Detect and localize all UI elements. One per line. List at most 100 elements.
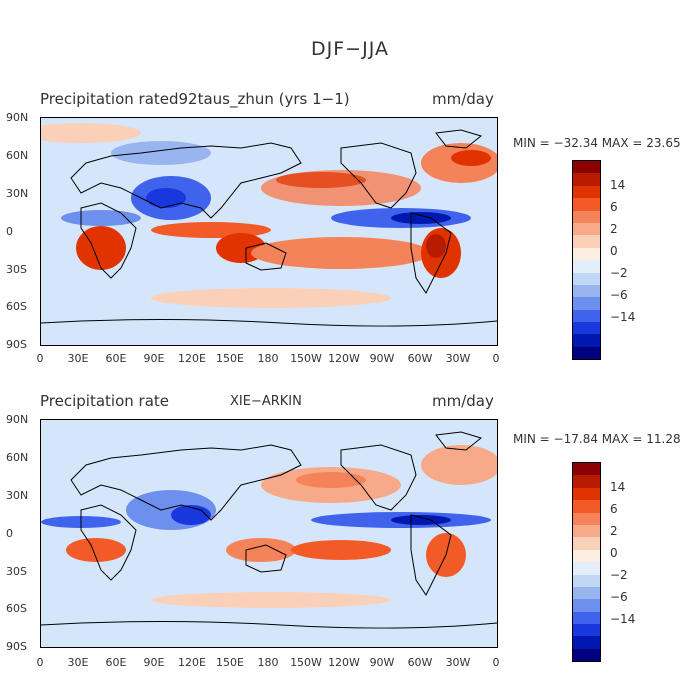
lon-label: 150W	[290, 656, 322, 669]
panel-units: mm/day	[432, 392, 494, 410]
legend-label: 6	[610, 502, 618, 516]
legend-label: 14	[610, 480, 626, 494]
lon-label: 0	[36, 352, 44, 365]
lon-label: 30W	[445, 656, 471, 669]
lon-label: 30W	[445, 352, 471, 365]
legend-label: 0	[610, 546, 618, 560]
precip-map	[40, 419, 498, 648]
legend-swatch	[573, 334, 600, 347]
lat-label: 90N	[6, 111, 29, 124]
color-legend	[572, 462, 601, 663]
lat-label: 0	[6, 225, 13, 238]
lat-label: 60N	[6, 149, 29, 162]
lat-label: 60N	[6, 451, 29, 464]
legend-swatch	[573, 161, 600, 174]
lon-label: 90E	[143, 656, 165, 669]
legend-swatch	[573, 624, 600, 637]
lon-label: 120W	[328, 352, 360, 365]
legend-swatch	[573, 586, 600, 600]
legend-swatch	[573, 198, 600, 211]
legend-swatch	[573, 574, 600, 587]
lon-label: 0	[492, 656, 500, 669]
lon-label: 0	[36, 656, 44, 669]
legend-swatch	[573, 648, 600, 662]
lon-label: 90W	[369, 352, 395, 365]
legend-swatch	[573, 475, 600, 488]
legend-swatch	[573, 260, 600, 273]
legend-swatch	[573, 537, 600, 550]
legend-swatch	[573, 297, 600, 310]
legend-swatch	[573, 562, 600, 575]
legend-swatch	[573, 524, 600, 538]
min-max-readout: MIN = −32.34 MAX = 23.65	[513, 136, 681, 150]
lat-label: 60S	[6, 300, 27, 313]
legend-swatch	[573, 487, 600, 501]
panel-title: Precipitation rated92taus_zhun (yrs 1−1)	[40, 90, 350, 108]
legend-label: −6	[610, 288, 628, 302]
lon-label: 120E	[178, 352, 206, 365]
lat-label: 90N	[6, 413, 29, 426]
lat-label: 0	[6, 527, 13, 540]
min-max-readout: MIN = −17.84 MAX = 11.28	[513, 432, 681, 446]
legend-swatch	[573, 346, 600, 360]
lat-label: 30N	[6, 489, 29, 502]
legend-swatch	[573, 210, 600, 223]
lon-label: 150E	[216, 656, 244, 669]
lon-label: 120W	[328, 656, 360, 669]
legend-label: 6	[610, 200, 618, 214]
lon-label: 60E	[105, 656, 127, 669]
lon-label: 60W	[407, 352, 433, 365]
lon-label: 90E	[143, 352, 165, 365]
legend-label: 0	[610, 244, 618, 258]
legend-swatch	[573, 322, 600, 335]
panel-title: Precipitation rate	[40, 392, 169, 410]
lon-label: 150W	[290, 352, 322, 365]
panel-subtitle: XIE−ARKIN	[230, 394, 302, 409]
legend-label: 14	[610, 178, 626, 192]
lat-label: 60S	[6, 602, 27, 615]
legend-label: −14	[610, 612, 636, 626]
legend-swatch	[573, 599, 600, 612]
legend-swatch	[573, 284, 600, 298]
lon-label: 30E	[67, 352, 89, 365]
legend-swatch	[573, 611, 600, 625]
legend-label: −6	[610, 590, 628, 604]
lon-label: 180	[257, 656, 279, 669]
lon-label: 180	[257, 352, 279, 365]
lat-label: 30S	[6, 263, 27, 276]
lon-label: 0	[492, 352, 500, 365]
lon-label: 60W	[407, 656, 433, 669]
panel-model: Precipitation rated92taus_zhun (yrs 1−1)…	[0, 0, 700, 365]
legend-label: 2	[610, 222, 618, 236]
legend-label: −14	[610, 310, 636, 324]
legend-swatch	[573, 272, 600, 285]
figure-title: DJF−JJA	[311, 38, 389, 60]
legend-swatch	[573, 549, 600, 563]
legend-label: 2	[610, 524, 618, 538]
panel-units: mm/day	[432, 90, 494, 108]
lon-label: 150E	[216, 352, 244, 365]
lon-label: 120E	[178, 656, 206, 669]
legend-swatch	[573, 185, 600, 199]
legend-label: −2	[610, 568, 628, 582]
legend-swatch	[573, 636, 600, 649]
precip-map	[40, 117, 498, 346]
lat-label: 90S	[6, 640, 27, 653]
legend-swatch	[573, 309, 600, 323]
lon-label: 60E	[105, 352, 127, 365]
color-legend	[572, 160, 601, 361]
lat-label: 30S	[6, 565, 27, 578]
lat-label: 90S	[6, 338, 27, 351]
legend-label: −2	[610, 266, 628, 280]
legend-swatch	[573, 247, 600, 261]
legend-swatch	[573, 235, 600, 248]
lat-label: 30N	[6, 187, 29, 200]
legend-swatch	[573, 500, 600, 513]
panel-observed: Precipitation rate XIE−ARKIN mm/day	[0, 0, 700, 669]
lon-label: 90W	[369, 656, 395, 669]
legend-swatch	[573, 173, 600, 186]
legend-swatch	[573, 512, 600, 525]
lon-label: 30E	[67, 656, 89, 669]
legend-swatch	[573, 463, 600, 476]
legend-swatch	[573, 222, 600, 236]
